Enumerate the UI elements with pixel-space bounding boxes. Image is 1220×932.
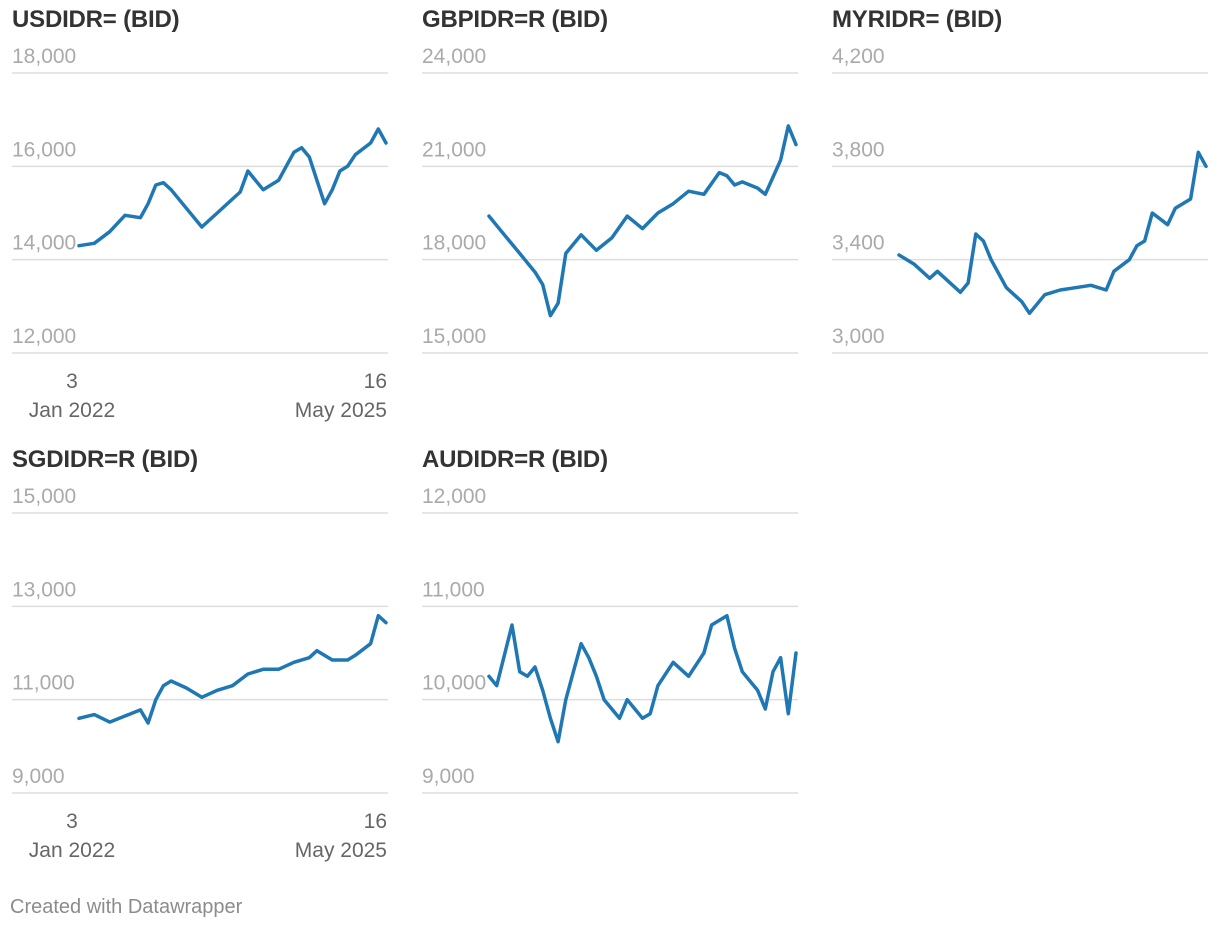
y-tick-label: 15,000 — [12, 485, 76, 508]
line-chart-myridr: 4,200 3,800 3,400 3,000 — [832, 45, 1208, 354]
x-tick-label-end-month: May 2025 — [295, 399, 387, 422]
y-tick-label: 4,200 — [832, 45, 885, 68]
series-line — [487, 124, 798, 318]
y-tick-label: 3,400 — [832, 232, 885, 255]
x-tick-label-end-day: 16 — [364, 810, 387, 833]
y-tick-label: 11,000 — [422, 578, 485, 601]
credit-text: Created with Datawrapper — [10, 896, 243, 918]
y-tick-label: 18,000 — [422, 232, 486, 255]
chart-title: GBPIDR=R (BID) — [422, 6, 608, 33]
series-line — [77, 127, 388, 248]
x-tick-label-start-day: 3 — [66, 810, 78, 833]
series-line — [897, 150, 1208, 316]
y-tick-label: 9,000 — [12, 765, 65, 788]
y-tick-label: 10,000 — [422, 672, 486, 695]
y-tick-label: 11,000 — [12, 672, 75, 695]
x-tick-label-start-day: 3 — [66, 370, 78, 393]
y-tick-label: 24,000 — [422, 45, 486, 68]
y-tick-label: 12,000 — [422, 485, 486, 508]
panel-sgdidr: SGDIDR=R (BID) 15,000 13,000 11,000 9,000 3 J… — [12, 446, 392, 866]
chart-title: MYRIDR= (BID) — [832, 6, 1003, 33]
y-tick-label: 3,000 — [832, 325, 885, 348]
y-tick-label: 12,000 — [12, 325, 76, 348]
line-chart-gbpidr: 24,000 21,000 18,000 15,000 — [422, 45, 798, 354]
chart-title: USDIDR= (BID) — [12, 6, 180, 33]
y-tick-label: 13,000 — [12, 578, 76, 601]
panel-myridr: MYRIDR= (BID) 4,200 3,800 3,400 3,000 — [832, 6, 1212, 426]
series-line — [77, 613, 388, 725]
x-tick-label-start-month: Jan 2022 — [29, 839, 115, 862]
panel-usdidr: USDIDR= (BID) 18,000 16,000 14,000 12,000 3 J… — [12, 6, 392, 426]
y-tick-label: 16,000 — [12, 138, 76, 161]
y-tick-label: 15,000 — [422, 325, 486, 348]
line-chart-audidr: 12,000 11,000 10,000 9,000 — [422, 485, 798, 794]
x-tick-label-start-month: Jan 2022 — [29, 399, 115, 422]
chart-title: SGDIDR=R (BID) — [12, 446, 198, 473]
y-tick-label: 9,000 — [422, 765, 475, 788]
panel-audidr: AUDIDR=R (BID) 12,000 11,000 10,000 9,000 — [422, 446, 802, 866]
x-tick-label-end-day: 16 — [364, 370, 387, 393]
line-chart-usdidr: 18,000 16,000 14,000 12,000 3 Jan 2022 16 May 2… — [12, 45, 388, 422]
chart-title: AUDIDR=R (BID) — [422, 446, 608, 473]
y-tick-label: 3,800 — [832, 138, 885, 161]
panel-gbpidr: GBPIDR=R (BID) 24,000 21,000 18,000 15,000 — [422, 6, 802, 426]
x-tick-label-end-month: May 2025 — [295, 839, 387, 862]
y-tick-label: 18,000 — [12, 45, 76, 68]
series-line — [487, 613, 798, 744]
y-tick-label: 14,000 — [12, 232, 76, 255]
y-tick-label: 21,000 — [422, 138, 486, 161]
